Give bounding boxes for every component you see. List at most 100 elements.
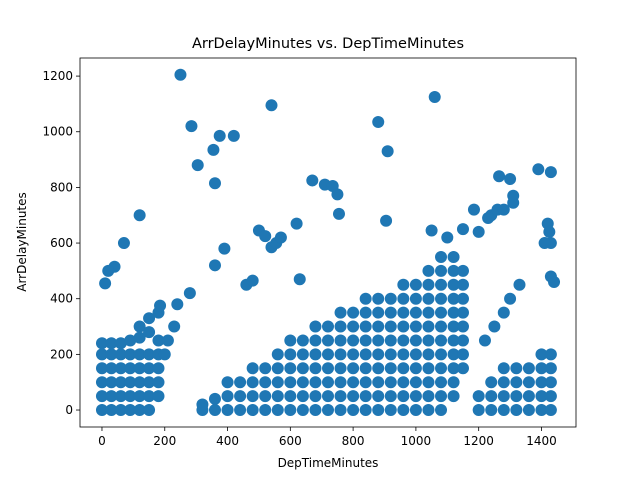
point xyxy=(161,334,174,347)
point xyxy=(114,348,127,361)
point xyxy=(259,230,272,243)
point xyxy=(306,174,319,187)
point xyxy=(504,173,517,186)
y-tick-label: 400 xyxy=(50,292,73,306)
point xyxy=(372,404,385,417)
point xyxy=(143,404,156,417)
point xyxy=(497,203,510,216)
point xyxy=(384,376,397,389)
point xyxy=(359,306,372,319)
point xyxy=(397,362,410,375)
point xyxy=(133,348,146,361)
point xyxy=(234,404,247,417)
point xyxy=(397,292,410,305)
point xyxy=(347,348,360,361)
point xyxy=(422,320,435,333)
point xyxy=(208,177,221,190)
point xyxy=(544,376,557,389)
point xyxy=(456,223,469,236)
y-axis-label: ArrDelayMinutes xyxy=(15,192,29,292)
point xyxy=(347,306,360,319)
point xyxy=(409,390,422,403)
point xyxy=(435,278,448,291)
point xyxy=(347,362,360,375)
point xyxy=(372,348,385,361)
point xyxy=(422,278,435,291)
point xyxy=(105,348,118,361)
point xyxy=(522,404,535,417)
point xyxy=(435,250,448,263)
point xyxy=(143,312,156,325)
point xyxy=(497,306,510,319)
point xyxy=(456,320,469,333)
point xyxy=(105,390,118,403)
point xyxy=(510,376,523,389)
point xyxy=(397,306,410,319)
point xyxy=(497,404,510,417)
point xyxy=(347,334,360,347)
point xyxy=(105,337,118,350)
point xyxy=(372,376,385,389)
point xyxy=(334,390,347,403)
point xyxy=(372,334,385,347)
point xyxy=(322,404,334,417)
point xyxy=(513,278,526,291)
point xyxy=(143,390,156,403)
x-tick-label: 1400 xyxy=(526,434,557,448)
y-tick-label: 600 xyxy=(50,236,73,250)
point xyxy=(422,306,435,319)
point xyxy=(384,334,397,347)
point xyxy=(284,362,297,375)
point xyxy=(246,274,259,287)
point xyxy=(472,404,485,417)
point xyxy=(309,390,322,403)
point xyxy=(105,404,118,417)
point xyxy=(95,362,108,375)
point xyxy=(384,404,397,417)
point xyxy=(359,390,372,403)
point xyxy=(522,362,535,375)
point xyxy=(447,264,460,277)
x-tick-label: 1200 xyxy=(463,434,494,448)
point xyxy=(334,306,347,319)
point xyxy=(334,320,347,333)
point xyxy=(447,292,460,305)
point xyxy=(284,348,297,361)
point xyxy=(309,348,322,361)
point xyxy=(322,348,334,361)
point xyxy=(208,259,221,272)
point xyxy=(422,362,435,375)
point xyxy=(246,376,259,389)
point xyxy=(218,242,231,255)
point xyxy=(544,390,557,403)
point xyxy=(95,376,108,389)
point xyxy=(171,298,184,311)
point xyxy=(397,390,410,403)
point xyxy=(213,129,226,142)
point xyxy=(435,362,448,375)
point xyxy=(435,292,448,305)
point xyxy=(331,188,344,201)
point xyxy=(259,376,272,389)
point xyxy=(105,362,118,375)
point xyxy=(425,224,438,237)
point xyxy=(409,334,422,347)
point xyxy=(422,404,435,417)
point xyxy=(168,320,181,333)
point xyxy=(259,362,272,375)
point xyxy=(535,362,548,375)
point xyxy=(456,306,469,319)
x-tick-label: 1000 xyxy=(401,434,432,448)
point xyxy=(296,390,309,403)
point xyxy=(435,348,448,361)
axes-frame xyxy=(79,57,577,428)
point xyxy=(544,166,557,179)
point xyxy=(196,398,209,411)
y-tick-label: 800 xyxy=(50,180,73,194)
point xyxy=(124,348,137,361)
y-tick-label: 1000 xyxy=(42,125,73,139)
point xyxy=(102,264,115,277)
point xyxy=(296,376,309,389)
point xyxy=(152,334,165,347)
